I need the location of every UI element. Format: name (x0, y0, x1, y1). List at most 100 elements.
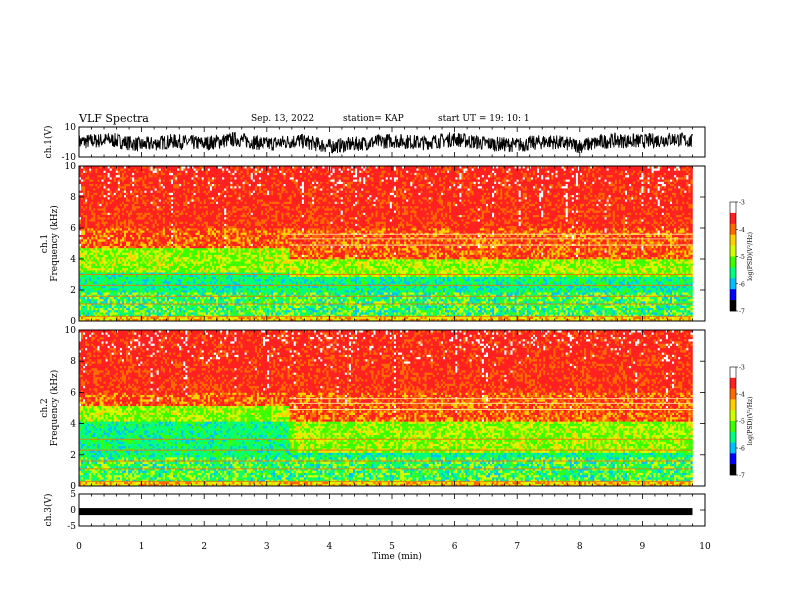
ch1-spectrogram-cell (87, 232, 89, 235)
ch1-spectrogram-cell (81, 213, 83, 216)
ch1-spectrogram-cell (101, 310, 103, 313)
ch1-spectrogram-cell (93, 173, 95, 176)
ch1-spectrogram-cell (81, 208, 83, 211)
ch1-spectrogram-cell (93, 306, 95, 309)
ch1-spectrogram-cell (91, 257, 93, 260)
ch1-spectrogram-cell (99, 263, 101, 266)
ch1-spectrogram-cell (91, 195, 93, 198)
ch1-spectrogram-cell (85, 179, 87, 182)
ch1-spectrogram-cell (87, 235, 89, 238)
ch1-spectrogram-cell (99, 190, 101, 193)
ch1-spectrogram-cell (95, 263, 97, 266)
ch1-spectrogram-cell (83, 244, 85, 247)
ch1-spectrogram-cell (101, 217, 103, 220)
ch1-spectrogram-cell (91, 268, 93, 271)
ch1-spectrogram-cell (101, 281, 103, 284)
ch1-spectrogram-cell (89, 177, 91, 180)
ch1-spectrogram-cell (89, 182, 91, 185)
ch1-spectrogram-cell (93, 210, 95, 213)
ch1-spectrogram-cell (87, 286, 89, 289)
ch1-spectrogram-cell (95, 297, 97, 300)
ch1-spectrogram-cell (97, 308, 99, 311)
ch1-spectrogram-cell (87, 248, 89, 251)
ch1-spectrogram-cell (81, 246, 83, 249)
ch1-spectrogram-cell (97, 224, 99, 227)
ch1-spectrogram-cell (89, 301, 91, 304)
ch1-spectrogram-cell (95, 235, 97, 238)
ch1-spectrogram-cell (101, 299, 103, 302)
ch1-spectrogram-cell (83, 261, 85, 264)
ch1-spectrogram-cell (85, 301, 87, 304)
ch1-spectrogram-cell (95, 248, 97, 251)
ch1-spectrogram-cell (93, 197, 95, 200)
ch1-spectrogram-cell (91, 206, 93, 209)
ch1-spectrogram-cell (91, 186, 93, 189)
ch1-spectrogram-cell (85, 184, 87, 187)
ch1-spectrogram-cell (95, 270, 97, 273)
ch1-spectrogram-cell (91, 175, 93, 178)
ch1-spectrogram-cell (95, 193, 97, 196)
ch1-spectrogram-cell (99, 201, 101, 204)
ch1-waveform-ytick-label: 10 (65, 123, 77, 133)
ch1-spectrogram-cell (101, 257, 103, 260)
ch1-spectrogram-cell (85, 252, 87, 255)
ch1-spectrogram-cell (99, 261, 101, 264)
ch1-spectrogram-cell (85, 195, 87, 198)
ch1-spectrogram-cell (83, 173, 85, 176)
ch1-spectrogram-cell (101, 226, 103, 229)
ch1-spectrogram-cell (101, 232, 103, 235)
ch1-spectrogram-cell (99, 257, 101, 260)
ch1-spectrogram-cell (101, 250, 103, 253)
ch1-spectrogram-cell (91, 288, 93, 291)
ch1-spectrogram-cell (83, 286, 85, 289)
ch1-spectrogram-cell (89, 266, 91, 269)
ch1-spectrogram-cell (85, 281, 87, 284)
ch1-spectrogram-cell (85, 190, 87, 193)
ch1-spectrogram-cell (93, 261, 95, 264)
ch1-spectrogram-cell (97, 188, 99, 191)
ch1-spectrogram-cell (101, 199, 103, 202)
ch1-spectrogram-cell (99, 184, 101, 187)
ch1-spectrogram-cell (95, 179, 97, 182)
ch1-spectrogram-cell (83, 237, 85, 240)
ch1-spectrogram-cell (87, 239, 89, 242)
ch1-spectrogram-cell (83, 230, 85, 233)
ch1-spectrogram-cell (83, 277, 85, 280)
ch1-spectrogram-cell (97, 270, 99, 273)
ch1-spectrogram-cell (99, 197, 101, 200)
ch1-spectrogram-cell (81, 279, 83, 282)
ch1-spectrogram-cell (83, 312, 85, 315)
ch1-spectrogram-cell (81, 224, 83, 227)
ch1-spectrogram-cell (91, 292, 93, 295)
ch1-spectrogram-cell (97, 228, 99, 231)
ch1-spectrogram-cell (85, 226, 87, 229)
ch1-spectrogram-cell (99, 182, 101, 185)
ch1-spectrogram-cell (101, 244, 103, 247)
ch1-spectrogram-cell (91, 182, 93, 185)
ch1-spectrogram-cell (87, 193, 89, 196)
ch1-spectrogram-cell (89, 308, 91, 311)
ch1-spectrogram-cell (83, 193, 85, 196)
ch1-spectrogram-cell (85, 168, 87, 171)
ch1-spectrogram-cell (89, 237, 91, 240)
ch1-spectrogram-cell (83, 208, 85, 211)
ch1-spectrogram-cell (85, 204, 87, 207)
ch1-waveform-ylabel: ch.1(V) (43, 126, 54, 159)
ch1-spectrogram-cell (93, 239, 95, 242)
ch1-spectrogram-cell (97, 168, 99, 171)
ch1-spectrogram-cell (93, 193, 95, 196)
ch1-spectrogram-cell (81, 250, 83, 253)
ch1-spectrogram-cell (81, 239, 83, 242)
ch1-spectrogram-cell (87, 250, 89, 253)
ch1-spectrogram-cell (81, 221, 83, 224)
ch1-spectrogram-cell (89, 219, 91, 222)
ch1-spectrogram-cell (89, 250, 91, 253)
ch1-spectrogram-cell (91, 221, 93, 224)
ch1-spectrogram-cell (81, 248, 83, 251)
ch1-spectrogram-cell (85, 199, 87, 202)
ch1-spectrogram-cell (95, 288, 97, 291)
ch1-spectrogram-cell (91, 290, 93, 293)
ch1-spectrogram-cell (81, 201, 83, 204)
ch1-spectrogram-cell (87, 255, 89, 258)
ch1-spectrogram-cell (89, 226, 91, 229)
